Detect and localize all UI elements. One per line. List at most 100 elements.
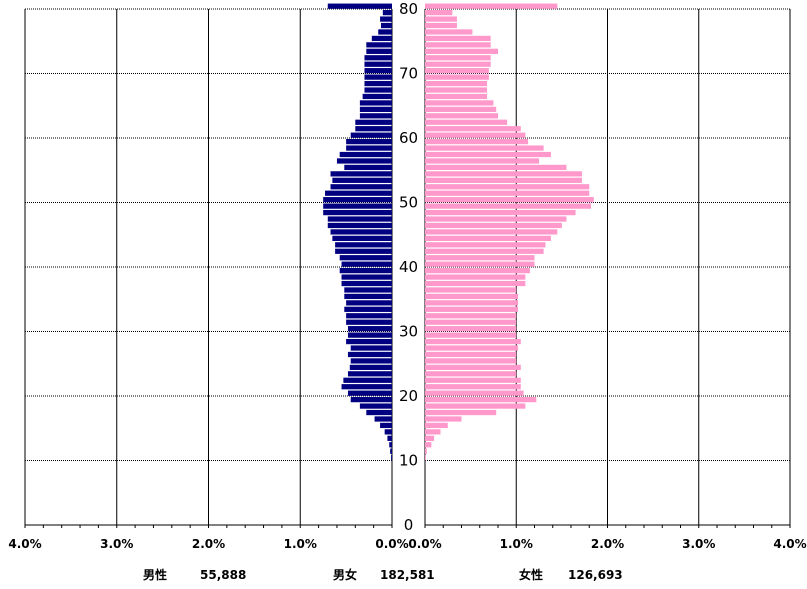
male-bar: [344, 293, 392, 300]
female-bar: [425, 255, 535, 261]
male-x-tick-label: 4.0%: [8, 537, 41, 551]
male-bar: [366, 409, 392, 416]
male-bar: [332, 235, 392, 241]
male-bar: [339, 255, 392, 261]
male-bar: [366, 42, 392, 48]
female-bar: [425, 319, 517, 325]
male-bar: [341, 274, 392, 280]
female-summary-label: 女性: [519, 568, 544, 582]
male-x-tick-label: 0.0%: [375, 537, 408, 551]
female-bar-series: [425, 3, 594, 461]
female-bar: [425, 158, 540, 164]
male-bar: [347, 332, 392, 338]
male-bar: [380, 422, 392, 429]
female-bar: [425, 68, 489, 74]
female-bar: [425, 229, 558, 235]
female-bar: [425, 80, 488, 87]
female-bar: [425, 106, 497, 112]
female-bar: [425, 55, 491, 61]
female-bar: [425, 93, 488, 100]
female-bar: [425, 139, 529, 145]
female-bar: [425, 371, 517, 377]
female-bar: [425, 74, 489, 80]
male-bar: [364, 55, 392, 61]
male-bar: [355, 119, 392, 125]
male-bar: [341, 384, 392, 390]
male-bar-series: [323, 3, 392, 461]
female-bar: [425, 222, 562, 229]
female-bar: [425, 448, 427, 454]
female-bar: [425, 326, 517, 332]
male-x-tick-label: 3.0%: [100, 537, 133, 551]
female-x-tick-label: 1.0%: [500, 537, 533, 551]
female-bar: [425, 261, 535, 267]
female-bar: [425, 435, 435, 441]
female-bar: [425, 409, 497, 416]
male-bar: [382, 10, 392, 16]
female-bar: [425, 184, 590, 190]
male-bar: [355, 126, 392, 132]
female-bar: [425, 113, 498, 119]
female-bar: [425, 235, 551, 241]
male-bar: [380, 16, 392, 22]
male-bar: [327, 216, 392, 222]
male-bar: [350, 358, 392, 364]
female-x-tick-label: 0.0%: [408, 537, 441, 551]
male-bar: [364, 74, 392, 80]
female-bar: [425, 397, 537, 403]
female-bar: [425, 429, 441, 435]
male-bar: [339, 151, 392, 158]
female-bar: [425, 364, 521, 370]
male-bar: [359, 403, 392, 409]
total-summary-label: 男女: [333, 568, 358, 582]
male-summary-label: 男性: [143, 568, 168, 582]
female-bar: [425, 377, 521, 383]
male-bar: [346, 139, 392, 145]
female-bar: [425, 332, 517, 338]
male-bar: [390, 448, 392, 454]
female-bar: [425, 403, 526, 409]
male-bar: [336, 158, 392, 164]
female-bar: [425, 61, 491, 67]
total-summary-value: 182,581: [380, 568, 435, 582]
age-tick-label: 50: [399, 194, 418, 212]
female-x-tick-label: 4.0%: [773, 537, 806, 551]
age-tick-label: 30: [399, 323, 418, 341]
male-bar: [341, 261, 392, 267]
male-bar: [344, 287, 392, 293]
male-bar: [371, 35, 392, 42]
axis-layer: [24, 524, 791, 528]
female-bar: [425, 274, 526, 280]
male-bar: [387, 435, 392, 441]
male-bar: [364, 87, 392, 93]
age-tick-label: 70: [399, 65, 418, 83]
male-bar: [330, 229, 392, 235]
age-tick-label: 80: [399, 0, 418, 18]
female-bar: [425, 190, 590, 196]
female-bar: [425, 345, 519, 351]
male-bar: [364, 68, 392, 74]
male-x-tick-label: 2.0%: [192, 537, 225, 551]
male-bar: [330, 184, 392, 190]
male-bar: [347, 351, 392, 358]
male-bar: [378, 29, 392, 35]
female-bar: [425, 268, 530, 274]
female-bar: [425, 177, 582, 183]
female-bar: [425, 48, 498, 54]
female-bar: [425, 10, 453, 16]
male-bar: [323, 197, 392, 203]
female-x-tick-label: 2.0%: [591, 537, 624, 551]
male-bar: [346, 300, 392, 306]
male-bar: [327, 3, 392, 9]
male-bar: [330, 171, 392, 177]
male-bar: [362, 93, 392, 100]
male-bar: [346, 338, 392, 345]
female-bar: [425, 358, 517, 364]
male-bar: [359, 106, 392, 112]
female-bar: [425, 455, 426, 461]
male-bar: [346, 319, 392, 325]
male-bar: [347, 326, 392, 332]
female-bar: [425, 306, 519, 312]
female-summary-value: 126,693: [568, 568, 623, 582]
